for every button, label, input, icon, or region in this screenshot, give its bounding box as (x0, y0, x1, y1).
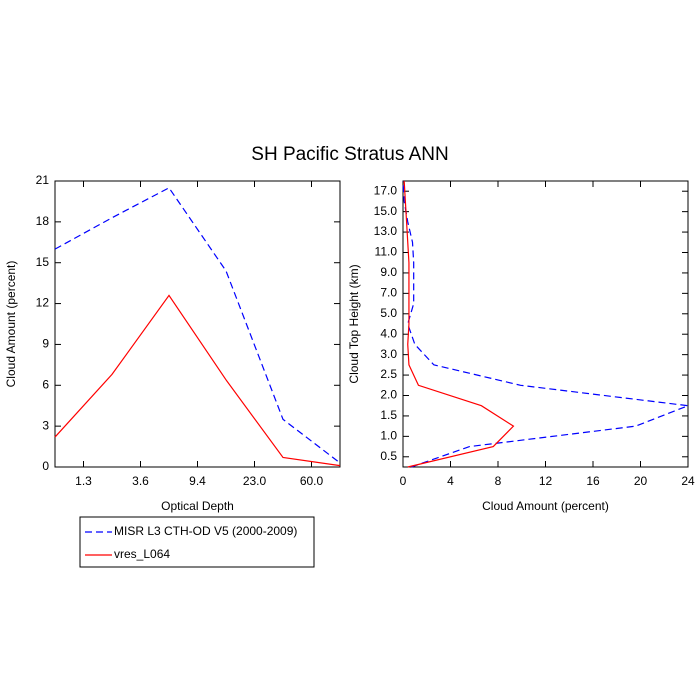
series-line (54, 187, 341, 464)
y-tick-label: 0.5 (380, 449, 397, 463)
y-tick-label: 5.0 (380, 306, 397, 320)
y-tick-label: 21 (36, 173, 50, 187)
y-tick-label: 15.0 (374, 204, 398, 218)
y-axis-label: Cloud Amount (percent) (4, 261, 18, 388)
y-axis-label: Cloud Top Height (km) (347, 264, 361, 383)
y-tick-label: 3 (42, 418, 49, 432)
x-tick-label: 0 (400, 474, 407, 488)
x-tick-label: 3.6 (132, 474, 149, 488)
figure-title: SH Pacific Stratus ANN (251, 144, 448, 165)
x-tick-label: 8 (495, 474, 502, 488)
y-tick-label: 0 (42, 459, 49, 473)
legend-label: MISR L3 CTH-OD V5 (2000-2009) (114, 524, 297, 538)
y-tick-label: 2.0 (380, 388, 397, 402)
y-tick-label: 9.0 (380, 265, 397, 279)
x-axis-label: Cloud Amount (percent) (482, 499, 609, 513)
legend-label: vres_L064 (114, 547, 170, 561)
y-tick-label: 17.0 (374, 183, 398, 197)
x-tick-label: 23.0 (243, 474, 267, 488)
y-tick-label: 4.0 (380, 326, 397, 340)
series-line (402, 180, 689, 468)
x-tick-label: 4 (447, 474, 454, 488)
x-tick-label: 9.4 (189, 474, 206, 488)
y-tick-label: 11.0 (375, 245, 398, 259)
y-tick-label: 1.0 (380, 429, 397, 443)
x-tick-label: 60.0 (300, 474, 324, 488)
series-line (54, 294, 341, 467)
y-tick-label: 6 (42, 377, 49, 391)
y-tick-label: 12 (36, 296, 50, 310)
legend-box (79, 516, 315, 568)
x-tick-label: 1.3 (75, 474, 92, 488)
y-tick-label: 3.0 (380, 347, 397, 361)
x-tick-label: 24 (681, 474, 695, 488)
y-tick-label: 1.5 (380, 408, 397, 422)
y-tick-label: 9 (42, 337, 49, 351)
x-axis-label: Optical Depth (161, 499, 234, 513)
x-tick-label: 16 (586, 474, 600, 488)
x-tick-label: 20 (634, 474, 648, 488)
series-line (403, 180, 515, 468)
x-tick-label: 12 (539, 474, 553, 488)
y-tick-label: 15 (36, 255, 50, 269)
y-tick-label: 13.0 (374, 224, 398, 238)
y-tick-label: 18 (36, 214, 50, 228)
y-tick-label: 2.5 (380, 367, 397, 381)
y-tick-label: 7.0 (380, 286, 397, 300)
